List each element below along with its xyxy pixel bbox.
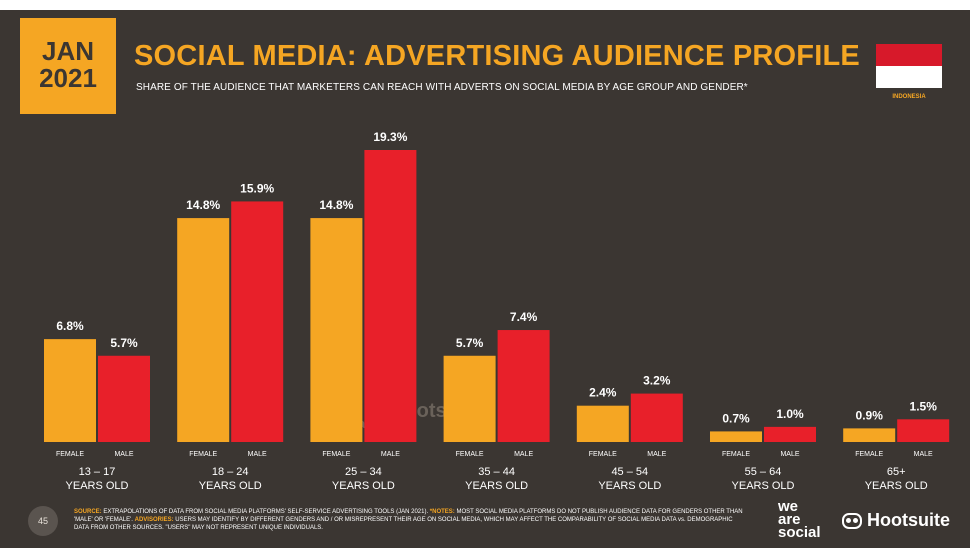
category-sublabel-5: YEARS OLD bbox=[732, 480, 795, 492]
hootsuite-label: Hootsuite bbox=[867, 510, 950, 530]
data-label-male-2: 19.3% bbox=[373, 130, 407, 144]
gender-label-female-5: FEMALE bbox=[722, 451, 750, 458]
bar-male-3 bbox=[497, 330, 550, 442]
notes-text: MOST SOCIAL MEDIA PLATFORMS DO NOT PUBLI… bbox=[74, 509, 743, 523]
hootsuite-logo: Hootsuite bbox=[842, 510, 950, 531]
gender-label-female-1: FEMALE bbox=[189, 451, 217, 458]
data-label-female-6: 0.9% bbox=[856, 408, 884, 422]
we-are-social-logo: we are social bbox=[778, 498, 821, 541]
category-label-4: 45 – 54 bbox=[611, 466, 648, 478]
bar-female-5 bbox=[710, 431, 762, 442]
notes-label: *NOTES: bbox=[429, 509, 455, 515]
data-label-male-5: 1.0% bbox=[776, 407, 804, 421]
gender-label-male-2: MALE bbox=[381, 451, 400, 458]
page-title: SOCIAL MEDIA: ADVERTISING AUDIENCE PROFI… bbox=[134, 40, 860, 72]
bar-female-2 bbox=[310, 218, 363, 442]
category-label-2: 25 – 34 bbox=[345, 466, 382, 478]
category-label-3: 35 – 44 bbox=[478, 466, 515, 478]
gender-label-female-2: FEMALE bbox=[322, 451, 350, 458]
gender-label-female-3: FEMALE bbox=[456, 451, 484, 458]
bar-male-1 bbox=[231, 201, 284, 442]
data-label-male-0: 5.7% bbox=[110, 336, 138, 350]
gender-label-male-3: MALE bbox=[514, 451, 533, 458]
logo-are: are bbox=[778, 511, 801, 528]
category-sublabel-6: YEARS OLD bbox=[865, 480, 928, 492]
data-label-male-4: 3.2% bbox=[643, 374, 671, 388]
data-label-female-2: 14.8% bbox=[319, 198, 353, 212]
data-label-male-1: 15.9% bbox=[240, 181, 274, 195]
flag-white-band bbox=[876, 66, 942, 88]
category-sublabel-2: YEARS OLD bbox=[332, 480, 395, 492]
gender-label-male-5: MALE bbox=[780, 451, 799, 458]
date-year: 2021 bbox=[39, 63, 97, 93]
source-text: EXTRAPOLATIONS OF DATA FROM SOCIAL MEDIA… bbox=[101, 509, 430, 515]
bar-female-6 bbox=[843, 428, 896, 442]
bar-female-1 bbox=[177, 218, 230, 442]
advisories-label: ADVISORIES: bbox=[134, 517, 174, 523]
gender-label-female-6: FEMALE bbox=[855, 451, 883, 458]
owl-icon bbox=[842, 513, 862, 530]
advisories-text: USERS MAY IDENTIFY BY DIFFERENT GENDERS … bbox=[74, 517, 733, 531]
category-label-0: 13 – 17 bbox=[79, 466, 116, 478]
category-sublabel-1: YEARS OLD bbox=[199, 480, 262, 492]
category-label-5: 55 – 64 bbox=[745, 466, 782, 478]
source-label: SOURCE: bbox=[74, 509, 102, 515]
data-label-female-1: 14.8% bbox=[186, 198, 220, 212]
gender-label-male-1: MALE bbox=[248, 451, 267, 458]
logo-we: we bbox=[778, 498, 799, 515]
data-label-female-3: 5.7% bbox=[456, 336, 484, 350]
category-sublabel-3: YEARS OLD bbox=[465, 480, 528, 492]
gender-label-male-6: MALE bbox=[914, 451, 933, 458]
data-label-male-3: 7.4% bbox=[510, 310, 538, 324]
data-label-female-4: 2.4% bbox=[589, 386, 617, 400]
source-note: SOURCE: EXTRAPOLATIONS OF DATA FROM SOCI… bbox=[74, 508, 746, 532]
bar-female-4 bbox=[576, 405, 629, 442]
bar-male-6 bbox=[897, 419, 950, 442]
data-label-female-0: 6.8% bbox=[56, 319, 84, 333]
page-number: 45 bbox=[28, 506, 58, 536]
bar-male-5 bbox=[764, 426, 816, 442]
logo-social: social bbox=[778, 524, 821, 541]
footer: 45 SOURCE: EXTRAPOLATIONS OF DATA FROM S… bbox=[0, 496, 970, 548]
bar-female-3 bbox=[443, 355, 496, 442]
category-sublabel-4: YEARS OLD bbox=[598, 480, 661, 492]
date-month: JAN bbox=[41, 36, 94, 66]
data-label-female-5: 0.7% bbox=[722, 411, 750, 425]
gender-label-male-0: MALE bbox=[114, 451, 133, 458]
bar-chart: 6.8% FEMALE 5.7% MALE 13 – 17 YEARS OLD 14.8% F… bbox=[44, 130, 950, 492]
bar-male-4 bbox=[630, 393, 683, 442]
date-badge: JAN 2021 bbox=[20, 18, 116, 114]
data-label-male-6: 1.5% bbox=[910, 399, 938, 413]
category-label-1: 18 – 24 bbox=[212, 466, 249, 478]
slide: JAN 2021 SOCIAL MEDIA: ADVERTISING AUDIE… bbox=[0, 10, 970, 548]
gender-label-male-4: MALE bbox=[647, 451, 666, 458]
bar-male-2 bbox=[364, 150, 417, 442]
category-sublabel-0: YEARS OLD bbox=[66, 480, 129, 492]
gender-label-female-4: FEMALE bbox=[589, 451, 617, 458]
bar-male-0 bbox=[98, 355, 150, 442]
flag-red-band bbox=[876, 44, 942, 66]
category-label-6: 65+ bbox=[887, 466, 906, 478]
page-subtitle: SHARE OF THE AUDIENCE THAT MARKETERS CAN… bbox=[136, 82, 748, 93]
bar-female-0 bbox=[44, 339, 96, 442]
country-label: INDONESIA bbox=[892, 94, 926, 100]
gender-label-female-0: FEMALE bbox=[56, 451, 84, 458]
indonesia-flag-icon bbox=[876, 44, 942, 88]
